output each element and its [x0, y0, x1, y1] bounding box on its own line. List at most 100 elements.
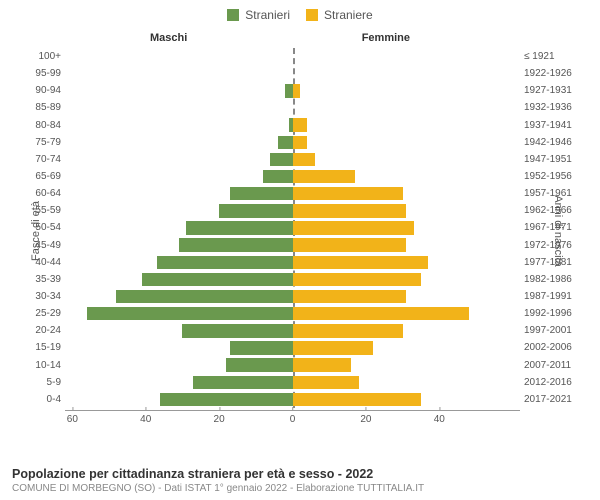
pyramid-row: 65-691952-1956	[20, 168, 580, 185]
pyramid-row: 30-34 1987-1991	[20, 288, 580, 305]
bar-female	[293, 290, 407, 303]
age-label: 75-79	[20, 137, 65, 148]
age-label: 90-94	[20, 85, 65, 96]
bar-area	[65, 391, 520, 408]
bar-female	[293, 376, 359, 389]
bar-area	[65, 82, 520, 99]
x-tick: 40	[140, 411, 151, 425]
pyramid-row: 5-9 2012-2016	[20, 374, 580, 391]
bar-female	[293, 358, 352, 371]
bar-female	[293, 118, 308, 131]
chart-container: Stranieri Straniere Maschi Femmine Fasce…	[0, 0, 600, 500]
bar-female	[293, 273, 421, 286]
pyramid-rows: 100+≤ 192195-991922-192690-941927-193185…	[20, 48, 580, 408]
age-label: 95-99	[20, 68, 65, 79]
birth-label: 1962-1966	[520, 205, 580, 216]
bar-female	[293, 136, 308, 149]
birth-label: ≤ 1921	[520, 51, 580, 62]
age-label: 70-74	[20, 154, 65, 165]
legend-female-label: Straniere	[324, 8, 373, 22]
bar-male	[193, 376, 292, 389]
bar-male	[219, 204, 292, 217]
x-tick: 40	[434, 411, 445, 425]
age-label: 60-64	[20, 188, 65, 199]
birth-label: 1987-1991	[520, 291, 580, 302]
bar-area	[65, 134, 520, 151]
birth-label: 2012-2016	[520, 377, 580, 388]
bar-area	[65, 65, 520, 82]
bar-area	[65, 305, 520, 322]
birth-label: 1922-1926	[520, 68, 580, 79]
pyramid-row: 0-4 2017-2021	[20, 391, 580, 408]
pyramid-row: 10-14 2007-2011	[20, 357, 580, 374]
birth-label: 1927-1931	[520, 85, 580, 96]
age-label: 0-4	[20, 394, 65, 405]
legend-male-label: Stranieri	[245, 8, 290, 22]
age-label: 55-59	[20, 205, 65, 216]
pyramid-row: 60-641957-1961	[20, 185, 580, 202]
birth-label: 2002-2006	[520, 342, 580, 353]
age-label: 50-54	[20, 222, 65, 233]
bar-female	[293, 393, 421, 406]
x-tick: 0	[290, 411, 296, 425]
age-label: 5-9	[20, 377, 65, 388]
legend: Stranieri Straniere	[0, 0, 600, 26]
pyramid-row: 80-84 1937-1941	[20, 117, 580, 134]
legend-female: Straniere	[306, 8, 373, 22]
bar-female	[293, 187, 403, 200]
bar-male	[278, 136, 293, 149]
bar-female	[293, 153, 315, 166]
bar-female	[293, 204, 407, 217]
birth-label: 2007-2011	[520, 360, 580, 371]
birth-label: 1937-1941	[520, 120, 580, 131]
bar-female	[293, 307, 469, 320]
bar-area	[65, 237, 520, 254]
age-label: 10-14	[20, 360, 65, 371]
chart-title: Popolazione per cittadinanza straniera p…	[12, 467, 588, 481]
age-label: 45-49	[20, 240, 65, 251]
pyramid-row: 90-94 1927-1931	[20, 82, 580, 99]
bar-area	[65, 357, 520, 374]
bar-male	[230, 341, 292, 354]
pyramid-row: 70-741947-1951	[20, 151, 580, 168]
bar-area	[65, 271, 520, 288]
birth-label: 1952-1956	[520, 171, 580, 182]
bar-area	[65, 48, 520, 65]
age-label: 20-24	[20, 325, 65, 336]
age-label: 30-34	[20, 291, 65, 302]
legend-male-swatch	[227, 9, 239, 21]
age-label: 40-44	[20, 257, 65, 268]
bar-area	[65, 151, 520, 168]
x-tick: 60	[67, 411, 78, 425]
birth-label: 1997-2001	[520, 325, 580, 336]
birth-label: 1992-1996	[520, 308, 580, 319]
legend-male: Stranieri	[227, 8, 290, 22]
header-female: Femmine	[362, 32, 410, 44]
pyramid-row: 50-541967-1971	[20, 219, 580, 236]
pyramid-row: 25-291992-1996	[20, 305, 580, 322]
bar-male	[226, 358, 292, 371]
bar-area	[65, 99, 520, 116]
pyramid-row: 35-391982-1986	[20, 271, 580, 288]
pyramid-row: 15-192002-2006	[20, 339, 580, 356]
header-male: Maschi	[150, 32, 187, 44]
bar-area	[65, 374, 520, 391]
age-label: 35-39	[20, 274, 65, 285]
footer: Popolazione per cittadinanza straniera p…	[12, 467, 588, 494]
age-label: 100+	[20, 51, 65, 62]
pyramid-row: 20-24 1997-2001	[20, 322, 580, 339]
bar-female	[293, 170, 355, 183]
birth-label: 2017-2021	[520, 394, 580, 405]
bar-male	[179, 238, 293, 251]
bar-female	[293, 256, 429, 269]
pyramid-row: 75-79 1942-1946	[20, 134, 580, 151]
x-tick: 20	[360, 411, 371, 425]
bar-area	[65, 117, 520, 134]
chart-subtitle: COMUNE DI MORBEGNO (SO) - Dati ISTAT 1° …	[12, 483, 588, 494]
pyramid-row: 45-491972-1976	[20, 237, 580, 254]
bar-area	[65, 202, 520, 219]
bar-female	[293, 238, 407, 251]
bar-male	[142, 273, 292, 286]
birth-label: 1942-1946	[520, 137, 580, 148]
age-label: 80-84	[20, 120, 65, 131]
